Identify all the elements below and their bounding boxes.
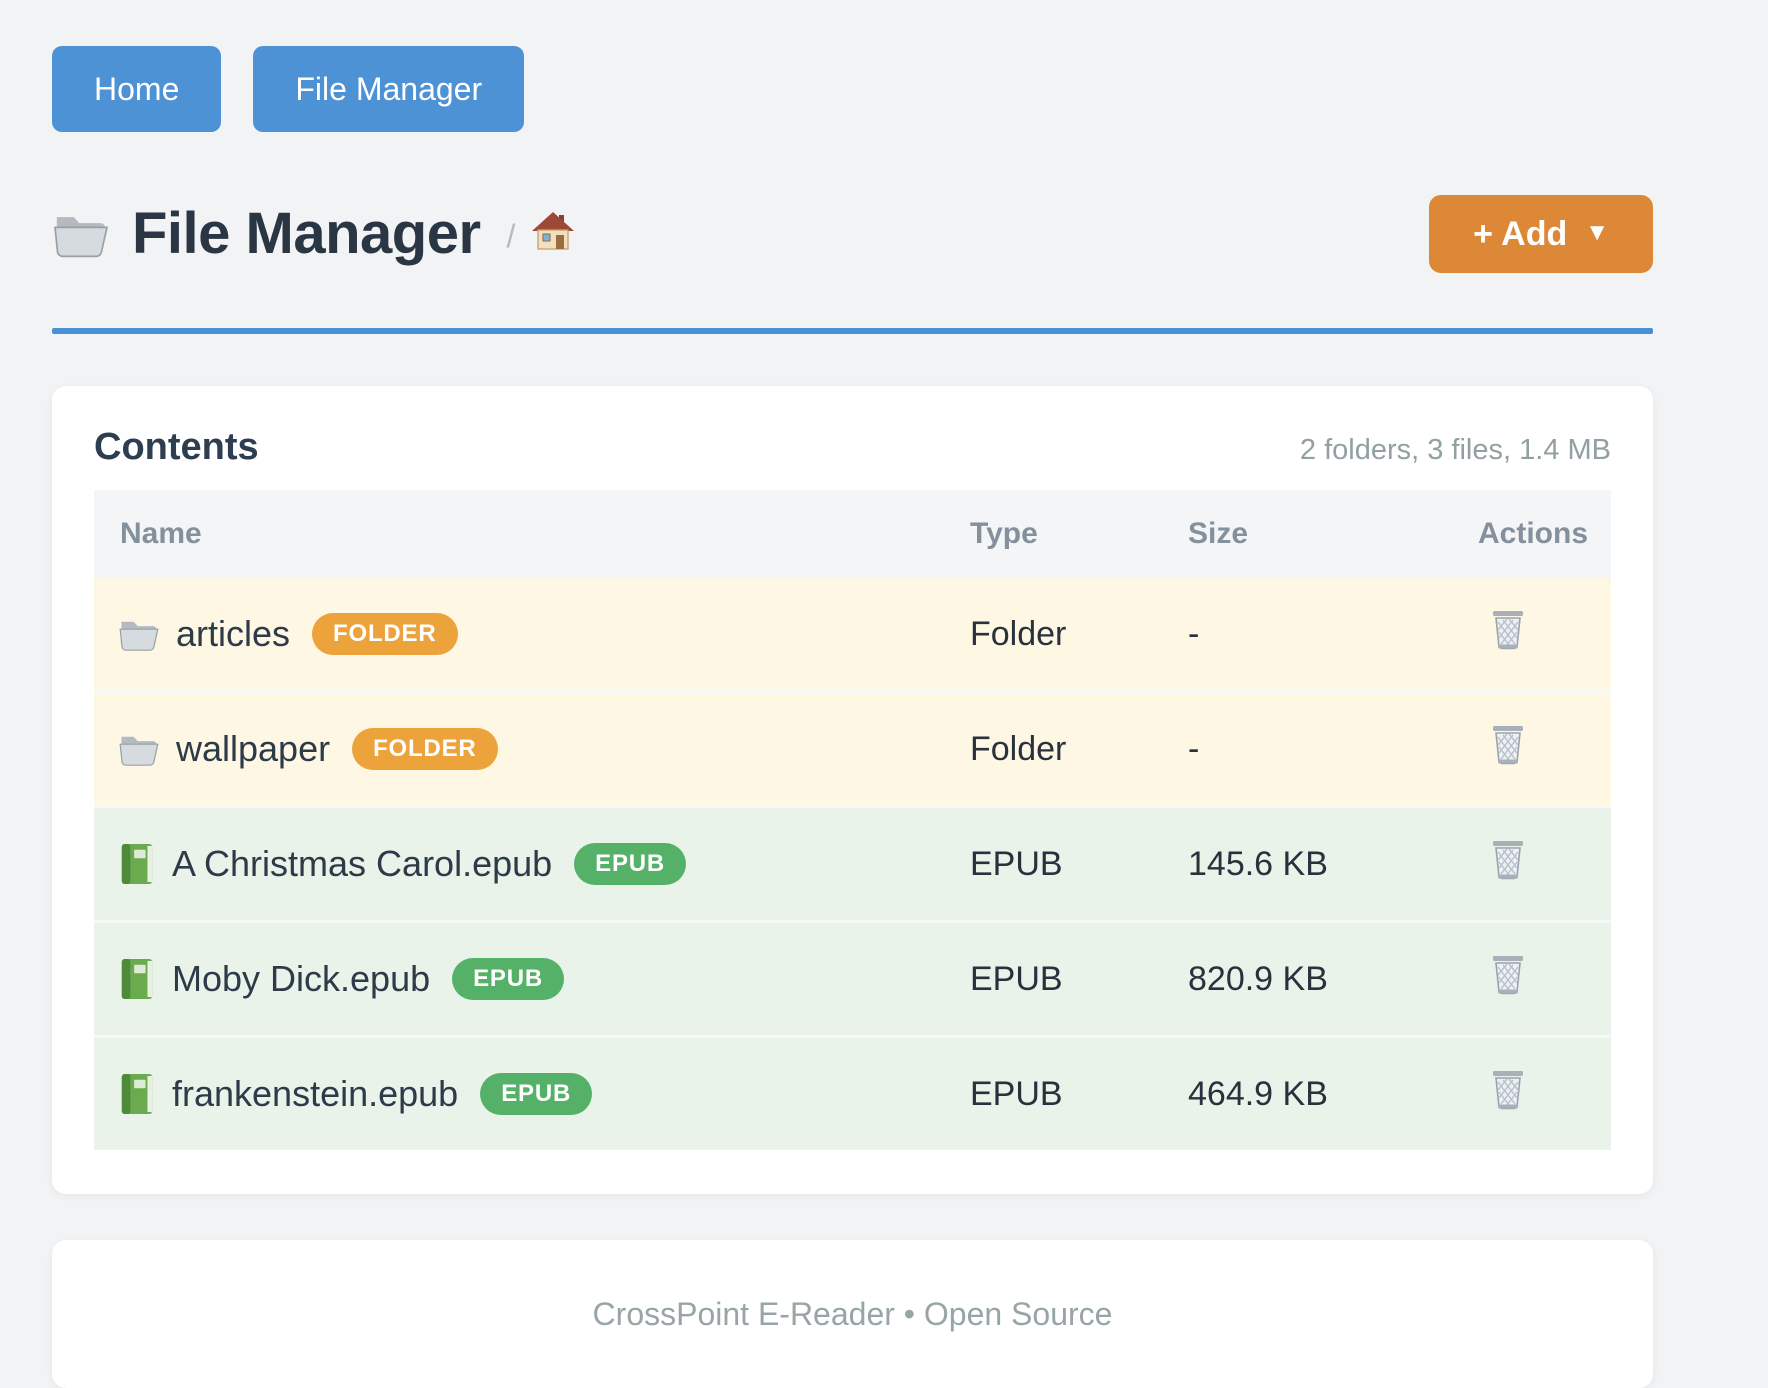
size-cell: - bbox=[1188, 578, 1478, 692]
footer-card: CrossPoint E-Reader • Open Source bbox=[52, 1240, 1653, 1388]
type-cell: Folder bbox=[970, 692, 1188, 807]
contents-summary: 2 folders, 3 files, 1.4 MB bbox=[1300, 434, 1611, 467]
top-nav: Home File Manager bbox=[52, 0, 1653, 132]
file-name[interactable]: A Christmas Carol.epub bbox=[172, 843, 552, 885]
type-cell: EPUB bbox=[970, 807, 1188, 922]
add-button[interactable]: + Add ▼ bbox=[1429, 195, 1653, 273]
type-badge: EPUB bbox=[480, 1073, 592, 1115]
file-name[interactable]: wallpaper bbox=[176, 728, 330, 770]
type-cell: Folder bbox=[970, 578, 1188, 692]
type-badge: EPUB bbox=[574, 843, 686, 885]
folder-icon bbox=[118, 616, 160, 652]
folder-icon bbox=[52, 209, 110, 259]
file-table: Name Type Size Actions bbox=[94, 490, 1611, 1150]
add-button-label: + Add bbox=[1473, 215, 1567, 254]
table-row: frankenstein.epub EPUB EPUB 464.9 KB bbox=[94, 1037, 1611, 1151]
footer-text: CrossPoint E-Reader • Open Source bbox=[593, 1296, 1113, 1333]
trash-icon[interactable] bbox=[1488, 723, 1528, 767]
column-header-name: Name bbox=[94, 490, 970, 578]
table-row: wallpaper FOLDER Folder - bbox=[94, 692, 1611, 807]
breadcrumb: / bbox=[507, 210, 576, 258]
folder-icon bbox=[118, 731, 160, 767]
type-badge: EPUB bbox=[452, 958, 564, 1000]
trash-icon[interactable] bbox=[1488, 1068, 1528, 1112]
column-header-size: Size bbox=[1188, 490, 1478, 578]
contents-card-header: Contents 2 folders, 3 files, 1.4 MB bbox=[94, 426, 1611, 468]
book-icon bbox=[118, 957, 156, 1001]
column-header-actions: Actions bbox=[1478, 490, 1611, 578]
type-badge: FOLDER bbox=[352, 728, 497, 770]
page-container: Home File Manager File Manager / bbox=[52, 0, 1653, 1388]
table-row: articles FOLDER Folder - bbox=[94, 578, 1611, 692]
book-icon bbox=[118, 1072, 156, 1116]
file-name[interactable]: frankenstein.epub bbox=[172, 1073, 458, 1115]
page-title-wrap: File Manager / bbox=[52, 201, 575, 268]
contents-title: Contents bbox=[94, 426, 259, 468]
page-title: File Manager bbox=[132, 201, 481, 268]
file-table-body: articles FOLDER Folder - bbox=[94, 578, 1611, 1150]
table-header-row: Name Type Size Actions bbox=[94, 490, 1611, 578]
type-cell: EPUB bbox=[970, 922, 1188, 1037]
table-row: Moby Dick.epub EPUB EPUB 820.9 KB bbox=[94, 922, 1611, 1037]
book-icon bbox=[118, 842, 156, 886]
chevron-down-icon: ▼ bbox=[1585, 219, 1609, 247]
home-icon[interactable] bbox=[531, 210, 575, 252]
size-cell: 145.6 KB bbox=[1188, 807, 1478, 922]
size-cell: 464.9 KB bbox=[1188, 1037, 1478, 1151]
size-cell: 820.9 KB bbox=[1188, 922, 1478, 1037]
type-badge: FOLDER bbox=[312, 613, 457, 655]
column-header-type: Type bbox=[970, 490, 1188, 578]
trash-icon[interactable] bbox=[1488, 608, 1528, 652]
contents-card: Contents 2 folders, 3 files, 1.4 MB Name… bbox=[52, 386, 1653, 1194]
nav-home-button[interactable]: Home bbox=[52, 46, 221, 132]
file-name[interactable]: articles bbox=[176, 613, 290, 655]
table-row: A Christmas Carol.epub EPUB EPUB 145.6 K… bbox=[94, 807, 1611, 922]
type-cell: EPUB bbox=[970, 1037, 1188, 1151]
file-name[interactable]: Moby Dick.epub bbox=[172, 958, 430, 1000]
size-cell: - bbox=[1188, 692, 1478, 807]
page-header: File Manager / + Add ▼ bbox=[52, 194, 1653, 274]
trash-icon[interactable] bbox=[1488, 838, 1528, 882]
breadcrumb-separator: / bbox=[507, 220, 516, 252]
nav-file-manager-button[interactable]: File Manager bbox=[253, 46, 524, 132]
header-divider bbox=[52, 328, 1653, 334]
trash-icon[interactable] bbox=[1488, 953, 1528, 997]
